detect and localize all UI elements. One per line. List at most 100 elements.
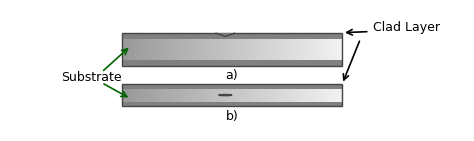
Bar [287, 89, 291, 102]
Bar [229, 89, 233, 102]
Bar [180, 39, 183, 60]
Bar [199, 39, 202, 60]
Text: a): a) [226, 69, 238, 82]
Bar [312, 39, 315, 60]
Bar [232, 89, 236, 102]
Bar [133, 89, 136, 102]
Bar [136, 39, 139, 60]
Bar [331, 39, 335, 60]
Bar [171, 89, 175, 102]
Bar [196, 89, 200, 102]
Bar [174, 39, 178, 60]
Bar [237, 89, 241, 102]
Bar [188, 39, 191, 60]
Bar [243, 89, 246, 102]
Bar [320, 89, 324, 102]
Bar [157, 89, 161, 102]
Bar [155, 89, 158, 102]
Bar [251, 89, 255, 102]
Bar [273, 39, 277, 60]
Bar [171, 39, 175, 60]
Bar [271, 39, 274, 60]
Bar [191, 89, 194, 102]
Bar [262, 39, 266, 60]
Bar [276, 89, 280, 102]
Bar [254, 89, 257, 102]
Bar [240, 39, 244, 60]
Bar [273, 89, 277, 102]
Bar [155, 39, 158, 60]
Bar [221, 89, 224, 102]
Text: Clad Layer: Clad Layer [374, 21, 440, 34]
Bar [303, 89, 307, 102]
Bar [138, 89, 142, 102]
Bar [276, 39, 280, 60]
Bar [160, 39, 164, 60]
Bar [295, 89, 299, 102]
Bar [122, 60, 342, 66]
Bar [317, 89, 321, 102]
Bar [315, 89, 318, 102]
Bar [174, 89, 178, 102]
Text: Substrate: Substrate [61, 71, 122, 84]
Bar [122, 89, 125, 102]
Bar [122, 33, 342, 39]
Bar [163, 89, 166, 102]
Bar [257, 39, 260, 60]
Bar [201, 89, 205, 102]
Bar [130, 39, 134, 60]
Bar [210, 89, 213, 102]
Bar [284, 39, 288, 60]
Bar [259, 39, 263, 60]
Bar [213, 39, 216, 60]
Bar [246, 89, 249, 102]
Bar [144, 89, 147, 102]
Bar [224, 89, 227, 102]
Bar [315, 39, 318, 60]
Bar [279, 89, 282, 102]
Bar [246, 39, 249, 60]
Bar [331, 89, 335, 102]
Bar [141, 39, 145, 60]
Bar [317, 39, 321, 60]
Bar [125, 39, 128, 60]
Bar [287, 39, 291, 60]
Bar [292, 89, 296, 102]
Bar [235, 39, 238, 60]
Bar [265, 89, 268, 102]
Bar [169, 89, 172, 102]
Bar [204, 39, 208, 60]
Polygon shape [216, 33, 235, 36]
Bar [199, 89, 202, 102]
Bar [177, 89, 180, 102]
Bar [326, 39, 329, 60]
Bar [337, 89, 340, 102]
Bar [298, 39, 301, 60]
Bar [290, 39, 293, 60]
Bar [136, 89, 139, 102]
Bar [191, 39, 194, 60]
Text: b): b) [226, 110, 238, 123]
Bar [125, 89, 128, 102]
Bar [339, 89, 343, 102]
Bar [215, 89, 219, 102]
Bar [282, 89, 285, 102]
Bar [146, 89, 150, 102]
Bar [323, 89, 326, 102]
Bar [160, 89, 164, 102]
Bar [237, 39, 241, 60]
Bar [251, 39, 255, 60]
Bar [182, 89, 186, 102]
Bar [298, 89, 301, 102]
Bar [207, 89, 210, 102]
Bar [169, 39, 172, 60]
Bar [262, 89, 266, 102]
Bar [284, 89, 288, 102]
Bar [282, 39, 285, 60]
Bar [254, 39, 257, 60]
Bar [309, 89, 312, 102]
Bar [193, 89, 197, 102]
Bar [218, 89, 222, 102]
Bar [215, 39, 219, 60]
Bar [268, 89, 271, 102]
